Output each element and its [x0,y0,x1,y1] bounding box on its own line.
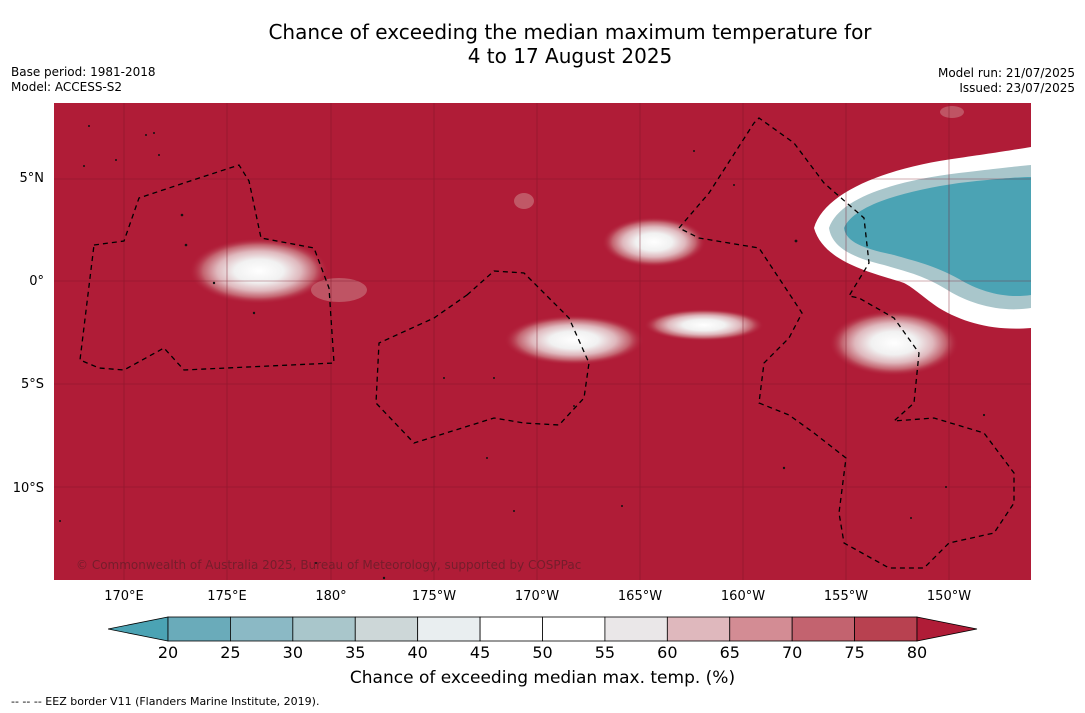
map-title: Chance of exceeding the median maximum t… [0,20,1085,68]
colorbar-cell [292,616,356,642]
base-period: Base period: 1981-2018 [11,65,156,79]
lon-label-165w: 165°W [617,589,663,604]
eez-footnote: -- -- -- EEZ border V11 (Flanders Marine… [11,695,320,708]
colorbar-cell [666,616,731,642]
map-panel [54,103,1031,580]
model-name: Model: ACCESS-S2 [11,80,123,94]
eez-borders [79,117,1015,569]
lat-label-5s: 5°S [20,377,44,392]
colorbar-cell [791,616,855,642]
colorbar-under-arrow [108,616,169,642]
colorbar-tick-label: 25 [220,643,241,662]
lon-label-170w: 170°W [514,589,560,604]
colorbar-over-arrow [916,616,978,642]
lat-label-10s: 10°S [12,481,44,496]
colorbar-cell [230,616,294,642]
colorbar-tick-label: 60 [657,643,678,662]
title-line-2: 4 to 17 August 2025 [467,44,673,68]
lon-label-175e: 175°E [207,589,247,604]
lat-label-5n: 5°N [19,171,45,186]
colorbar-tick-label: 50 [532,643,553,662]
meta-right: Model run: 21/07/2025 Issued: 23/07/2025 [938,66,1075,96]
colorbar-tick-label: 70 [781,643,803,662]
lon-label-170e: 170°E [104,589,144,604]
map-svg [54,103,1031,580]
graticule [54,103,1031,580]
colorbar-cell [479,616,543,642]
colorbar-tick-label: 30 [282,643,303,662]
colorbar-tick-label: 75 [844,643,865,662]
colorbar [108,616,978,642]
meta-left: Base period: 1981-2018 Model: ACCESS-S2 [11,65,156,95]
colorbar-cell [729,616,793,642]
colorbar-tick-label: 40 [407,643,428,662]
lon-label-155w: 155°W [823,589,869,604]
colorbar-tick-label: 20 [157,643,179,662]
warm-anomaly-patches [189,106,964,376]
lon-label-150w: 150°W [926,589,972,604]
lon-label-175w: 175°W [411,589,457,604]
colorbar-cell [417,616,481,642]
colorbar-tick-label: 45 [469,643,491,662]
lon-label-160w: 160°W [720,589,766,604]
model-run: Model run: 21/07/2025 [937,66,1075,80]
copyright-text: © Commonwealth of Australia 2025, Bureau… [76,558,582,572]
colorbar-cell [167,616,231,642]
colorbar-cell [354,616,419,642]
colorbar-tick-label: 55 [594,643,616,662]
lat-label-0: 0° [29,274,44,289]
colorbar-tick-label: 35 [345,643,366,662]
lon-label-180: 180° [315,589,347,604]
colorbar-tick-label: 80 [906,643,928,662]
islands [59,125,986,580]
colorbar-cells [167,616,918,642]
colorbar-cell [854,616,918,642]
issued-date: Issued: 23/07/2025 [959,81,1075,95]
colorbar-cell [604,616,668,642]
colorbar-cell [542,616,606,642]
cool-anomaly-region [814,147,1031,329]
colorbar-label: Chance of exceeding median max. temp. (%… [349,668,736,688]
colorbar-tick-label: 65 [719,643,740,662]
title-line-1: Chance of exceeding the median maximum t… [268,20,872,44]
